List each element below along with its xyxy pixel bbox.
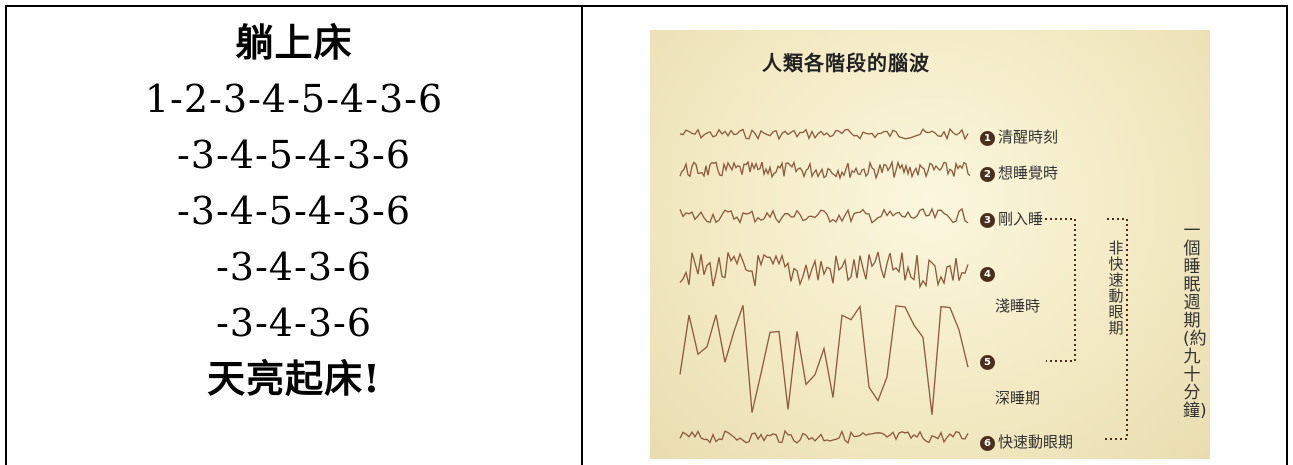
wave-stage-5 [679,304,969,415]
wave-stage-2 [679,159,971,181]
bracket-nrem [1045,218,1076,362]
figure-title: 人類各階段的腦波 [762,51,930,75]
stage-1-label: 1 清醒時刻 [980,126,1058,147]
brainwave-graphic [679,127,1128,445]
stage-3-label: 3 剛入睡 [980,208,1043,229]
table-frame: 躺上床 1-2-3-4-5-4-3-6 -3-4-5-4-3-6 -3-4-5-… [5,5,1288,465]
stage-2-label: 2 想睡覺時 [980,162,1058,183]
wave-stage-3 [679,207,969,225]
stage-3-text: 剛入睡 [998,210,1044,228]
wave-stage-6 [679,429,969,445]
wave-stage-1 [679,127,969,141]
wave-stage-4 [679,251,969,290]
figure-background [650,30,1210,459]
sequence-line-1: 1-2-3-4-5-4-3-6 [144,77,444,121]
stage-1-number: 1 [980,131,995,146]
sequence-line-5: -3-4-3-6 [215,301,373,345]
sleep-sequence-cell: 躺上床 1-2-3-4-5-4-3-6 -3-4-5-4-3-6 -3-4-5-… [7,15,581,407]
stage-2-text: 想睡覺時 [998,164,1059,182]
bracket-cycle [1103,218,1128,440]
stage-6-number: 6 [980,436,995,451]
sequence-line-end: 天亮起床! [207,356,381,401]
stage-5-number-wrap: 5 [980,352,998,370]
stage-2-number: 2 [980,167,995,182]
stage-6-label: 6 快速動眼期 [980,431,1073,452]
wave-group [679,127,971,445]
column-divider [581,7,583,465]
stage-4-text: 淺睡時 [995,297,1041,315]
sequence-line-3: -3-4-5-4-3-6 [176,189,412,233]
sequence-line-4: -3-4-3-6 [215,245,373,289]
nrem-bracket-label: 非快速動眼期 [1108,239,1124,337]
stage-1-text: 清醒時刻 [998,128,1059,146]
stage-5-number: 5 [980,355,995,370]
sequence-line-start: 躺上床 [235,20,353,65]
stage-6-text: 快速動眼期 [998,433,1074,451]
stage-4-number-wrap: 4 [980,264,998,282]
sleep-cycle-label: 一個睡眠週期(約九十分鐘) [1183,221,1207,421]
stage-3-number: 3 [980,213,995,228]
sequence-line-2: -3-4-5-4-3-6 [176,133,412,177]
stage-5-text: 深睡期 [995,389,1041,407]
stage-4-number: 4 [980,267,995,282]
